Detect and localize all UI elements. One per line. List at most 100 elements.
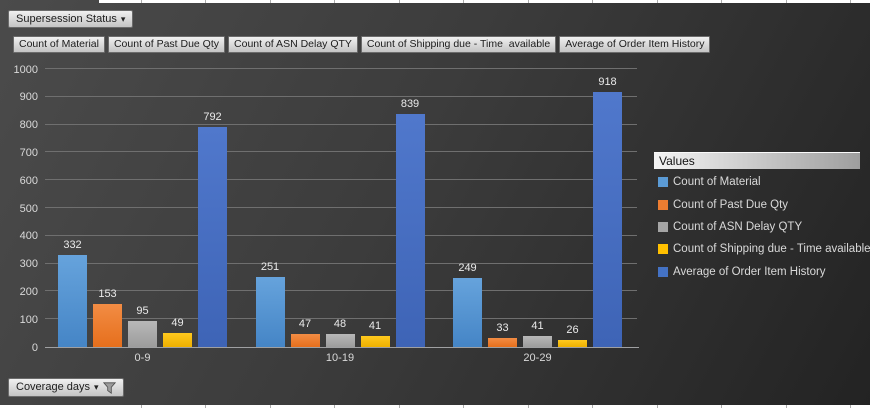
worksheet-column-gridline <box>850 404 851 408</box>
y-gridline <box>45 262 637 264</box>
worksheet-column-gridline <box>592 0 593 3</box>
x-tick-label: 10-19 <box>325 352 355 364</box>
data-label: 48 <box>333 318 347 330</box>
bar-group-0-9: 332 153 95 49 792 <box>58 69 227 347</box>
data-label: 918 <box>598 76 617 88</box>
worksheet-column-gridline <box>592 404 593 408</box>
worksheet-column-gridline <box>786 404 787 408</box>
y-tick-label: 100 <box>19 313 38 326</box>
x-axis-line <box>45 346 639 348</box>
worksheet-column-gridline <box>657 0 658 3</box>
worksheet-column-gridline <box>141 0 142 3</box>
worksheet-column-gridline <box>334 0 335 3</box>
worksheet-strip-bottom <box>0 404 870 408</box>
y-tick-label: 600 <box>19 174 38 187</box>
legend-title: Values <box>654 152 860 169</box>
data-label: 26 <box>566 324 579 336</box>
legend-swatch-icon <box>658 266 668 277</box>
y-gridline <box>45 234 637 236</box>
legend-label: Average of Order Item History <box>673 265 826 278</box>
plot-area: 332 153 95 49 792 251 47 48 41 839 249 33 41 26 918 <box>45 68 639 348</box>
legend-swatch-icon <box>658 199 668 210</box>
worksheet-column-gridline <box>721 404 722 408</box>
bar-count-of-past-due-qty-0-9: 153 <box>93 288 122 347</box>
y-gridline <box>45 95 637 97</box>
y-axis: 0 100 200 300 400 500 600 700 800 900 1000 <box>0 64 38 354</box>
legend-item-count-of-shipping-due-time-available: Count of Shipping due - Time available <box>658 238 870 260</box>
y-gridline <box>45 318 637 320</box>
bar-average-of-order-item-history-20-29: 918 <box>593 76 622 347</box>
bar-count-of-asn-delay-qty-0-9: 95 <box>128 305 157 347</box>
y-tick-label: 300 <box>19 258 38 271</box>
y-tick-label: 0 <box>31 341 38 354</box>
dropdown-caret-icon: ▾ <box>120 13 126 24</box>
worksheet-column-gridline <box>528 404 529 408</box>
legend-swatch-icon <box>658 221 668 232</box>
legend-label: Count of Past Due Qty <box>673 198 789 211</box>
worksheet-column-gridline <box>205 404 206 408</box>
legend-swatch-icon <box>658 244 668 255</box>
worksheet-column-gridline <box>141 404 142 408</box>
field-button-count-of-past-due-qty[interactable]: Count of Past Due Qty <box>107 36 226 53</box>
bar-count-of-asn-delay-qty-10-19: 48 <box>325 318 355 347</box>
worksheet-column-gridline <box>270 0 271 3</box>
worksheet-column-gridline <box>721 0 722 3</box>
legend-item-average-of-order-item-history: Average of Order Item History <box>658 261 860 283</box>
y-tick-label: 200 <box>19 285 38 298</box>
legend-item-count-of-asn-delay-qty: Count of ASN Delay QTY <box>658 216 860 238</box>
bar-group-10-19: 251 47 48 41 839 <box>255 69 425 347</box>
legend-swatch-icon <box>658 177 668 188</box>
data-label: 792 <box>203 111 222 123</box>
y-tick-label: 400 <box>19 230 38 243</box>
supersession-status-label: Supersession Status <box>16 12 117 25</box>
x-tick-label: 20-29 <box>523 352 552 364</box>
worksheet-column-gridline <box>528 0 529 3</box>
bar-count-of-shipping-due-time-available-10-19: 41 <box>360 320 390 347</box>
y-gridline <box>45 207 637 208</box>
bar-average-of-order-item-history-0-9: 792 <box>198 111 227 347</box>
legend: Values Count of Material Count of Past Du… <box>654 152 870 283</box>
legend-label: Count of ASN Delay QTY <box>673 220 803 233</box>
coverage-days-label: Coverage days <box>16 381 90 393</box>
y-gridline <box>45 151 637 153</box>
data-label: 839 <box>400 98 420 110</box>
x-axis: 0-9 10-19 20-29 <box>45 352 637 368</box>
worksheet-strip-top <box>99 0 870 3</box>
worksheet-column-gridline <box>270 404 271 408</box>
bar-count-of-material-20-29: 249 <box>453 262 482 347</box>
data-label: 95 <box>136 305 149 317</box>
x-tick-label: 0-9 <box>134 352 151 364</box>
legend-item-count-of-material: Count of Material <box>658 171 860 193</box>
worksheet-column-gridline <box>463 0 464 3</box>
y-gridline <box>45 123 637 125</box>
y-tick-label: 700 <box>19 146 38 159</box>
data-label: 41 <box>368 320 382 332</box>
data-label: 41 <box>531 320 544 332</box>
field-button-count-of-asn-delay-qty[interactable]: Count of ASN Delay QTY <box>228 36 358 53</box>
legend-items: Count of Material Count of Past Due Qty Co… <box>654 171 870 283</box>
bar-count-of-past-due-qty-20-29: 33 <box>488 322 517 347</box>
bar-count-of-shipping-due-time-available-20-29: 26 <box>558 324 587 347</box>
worksheet-column-gridline <box>399 0 400 3</box>
worksheet-column-gridline <box>399 404 400 408</box>
worksheet-column-gridline <box>334 404 335 408</box>
y-gridline <box>45 179 637 181</box>
legend-label: Count of Shipping due - Time available <box>673 243 870 256</box>
data-label: 153 <box>98 288 117 300</box>
data-label: 251 <box>260 261 280 273</box>
field-button-count-of-material[interactable]: Count of Material <box>13 36 105 53</box>
data-label: 249 <box>458 262 477 274</box>
worksheet-column-gridline <box>786 0 787 3</box>
coverage-days-filter-button[interactable]: Coverage days ▾ <box>8 378 124 397</box>
supersession-status-filter-button[interactable]: Supersession Status ▾ <box>8 10 134 28</box>
bar-count-of-shipping-due-time-available-0-9: 49 <box>163 317 192 347</box>
bar-count-of-material-0-9: 332 <box>58 239 87 347</box>
dropdown-caret-icon: ▾ <box>94 382 99 392</box>
value-field-button-row: Count of Material Count of Past Due Qty Co… <box>13 36 711 53</box>
data-label: 33 <box>496 322 509 334</box>
field-button-average-of-order-item-history[interactable]: Average of Order Item History <box>559 36 711 53</box>
field-button-count-of-shipping-due-time-available[interactable]: Count of Shipping due - Time available <box>360 36 557 53</box>
data-label: 332 <box>63 239 82 251</box>
y-gridline <box>45 68 637 69</box>
